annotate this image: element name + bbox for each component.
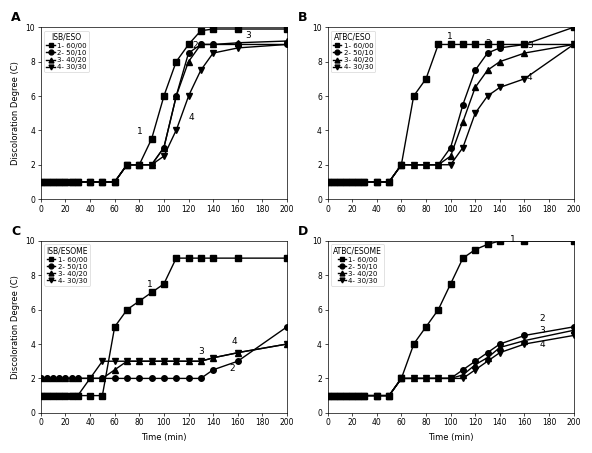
Text: 2: 2 [229, 364, 235, 373]
Text: 3: 3 [245, 31, 251, 40]
Text: 2: 2 [485, 39, 491, 48]
Text: 1: 1 [447, 32, 453, 41]
X-axis label: Time (min): Time (min) [141, 433, 186, 442]
Text: 3: 3 [539, 327, 545, 336]
Text: 1: 1 [147, 280, 152, 289]
Text: 2: 2 [192, 41, 198, 50]
Legend: 1- 60/00, 2- 50/10, 3- 40/20, 4- 30/30: 1- 60/00, 2- 50/10, 3- 40/20, 4- 30/30 [331, 31, 375, 72]
Text: C: C [11, 225, 21, 237]
Y-axis label: Discoloration Degree (C): Discoloration Degree (C) [11, 275, 20, 379]
Text: D: D [298, 225, 308, 237]
Text: B: B [298, 11, 307, 24]
Text: A: A [11, 11, 21, 24]
Text: 3: 3 [198, 347, 204, 356]
Legend: 1- 60/00, 2- 50/10, 3- 40/20, 4- 30/30: 1- 60/00, 2- 50/10, 3- 40/20, 4- 30/30 [44, 245, 90, 286]
Text: 1: 1 [510, 236, 516, 244]
Legend: 1- 60/00, 2- 50/10, 3- 40/20, 4- 30/30: 1- 60/00, 2- 50/10, 3- 40/20, 4- 30/30 [44, 31, 89, 72]
Legend: 1- 60/00, 2- 50/10, 3- 40/20, 4- 30/30: 1- 60/00, 2- 50/10, 3- 40/20, 4- 30/30 [331, 245, 384, 286]
X-axis label: Time (min): Time (min) [428, 433, 474, 442]
Y-axis label: Discoloration Degree (C): Discoloration Degree (C) [11, 61, 20, 165]
Text: 4: 4 [527, 73, 533, 82]
Text: 1: 1 [137, 126, 143, 135]
Text: 4: 4 [231, 337, 237, 346]
Text: 3: 3 [527, 41, 533, 50]
Text: 2: 2 [539, 314, 545, 323]
Text: 4: 4 [188, 113, 194, 122]
Text: 4: 4 [539, 340, 545, 349]
